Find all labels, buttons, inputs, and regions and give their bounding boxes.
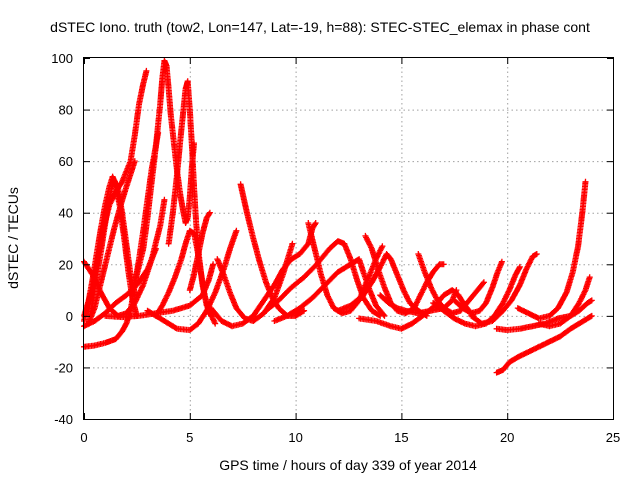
series-pass-26 [451, 258, 505, 317]
series-pass-18 [263, 238, 384, 319]
y-tick-label: -20 [54, 360, 73, 375]
series-markers [271, 256, 388, 324]
series-layer [81, 57, 595, 376]
axes: 0 5 10 15 20 25 -40 -20 0 20 40 60 80 100 [51, 51, 620, 445]
series-markers [535, 274, 593, 330]
x-tick-label: 10 [288, 430, 302, 445]
plot-frame [83, 57, 614, 420]
y-tick-label: 0 [66, 309, 73, 324]
series-markers [186, 209, 213, 294]
y-tick-label: 20 [59, 257, 73, 272]
grid [84, 58, 613, 419]
series-markers [144, 227, 240, 333]
x-tick-label: 15 [394, 430, 408, 445]
chart-title: dSTEC Iono. truth (tow2, Lon=147, Lat=-1… [50, 19, 590, 35]
series-pass-31 [535, 274, 593, 330]
series-pass-30 [514, 178, 589, 322]
y-tick-label: 40 [59, 206, 73, 221]
series-pass-15 [237, 181, 308, 319]
y-tick-label: 80 [59, 103, 73, 118]
y-tick-label: 60 [59, 154, 73, 169]
x-axis-label: GPS time / hours of day 339 of year 2014 [219, 457, 477, 473]
y-tick-label: 100 [51, 51, 73, 66]
series-markers [493, 312, 595, 376]
x-tick-label: 20 [500, 430, 514, 445]
series-markers [237, 181, 308, 319]
series-markers [468, 251, 540, 327]
series-pass-21 [334, 251, 430, 319]
series-pass-08 [127, 57, 197, 299]
x-tick-label: 0 [80, 430, 87, 445]
series-pass-13 [144, 227, 240, 333]
series-markers [127, 57, 197, 299]
series-markers [451, 258, 505, 317]
series-markers [334, 251, 430, 319]
series-pass-19 [271, 256, 388, 324]
x-tick-label: 25 [606, 430, 620, 445]
series-pass-27 [468, 251, 540, 327]
series-pass-11 [186, 209, 213, 294]
y-tick-label: -40 [54, 412, 73, 427]
series-pass-28 [493, 312, 595, 376]
y-axis-label: dSTEC / TECUs [5, 187, 21, 289]
series-markers [263, 238, 384, 319]
x-tick-label: 5 [186, 430, 193, 445]
series-markers [514, 178, 589, 322]
